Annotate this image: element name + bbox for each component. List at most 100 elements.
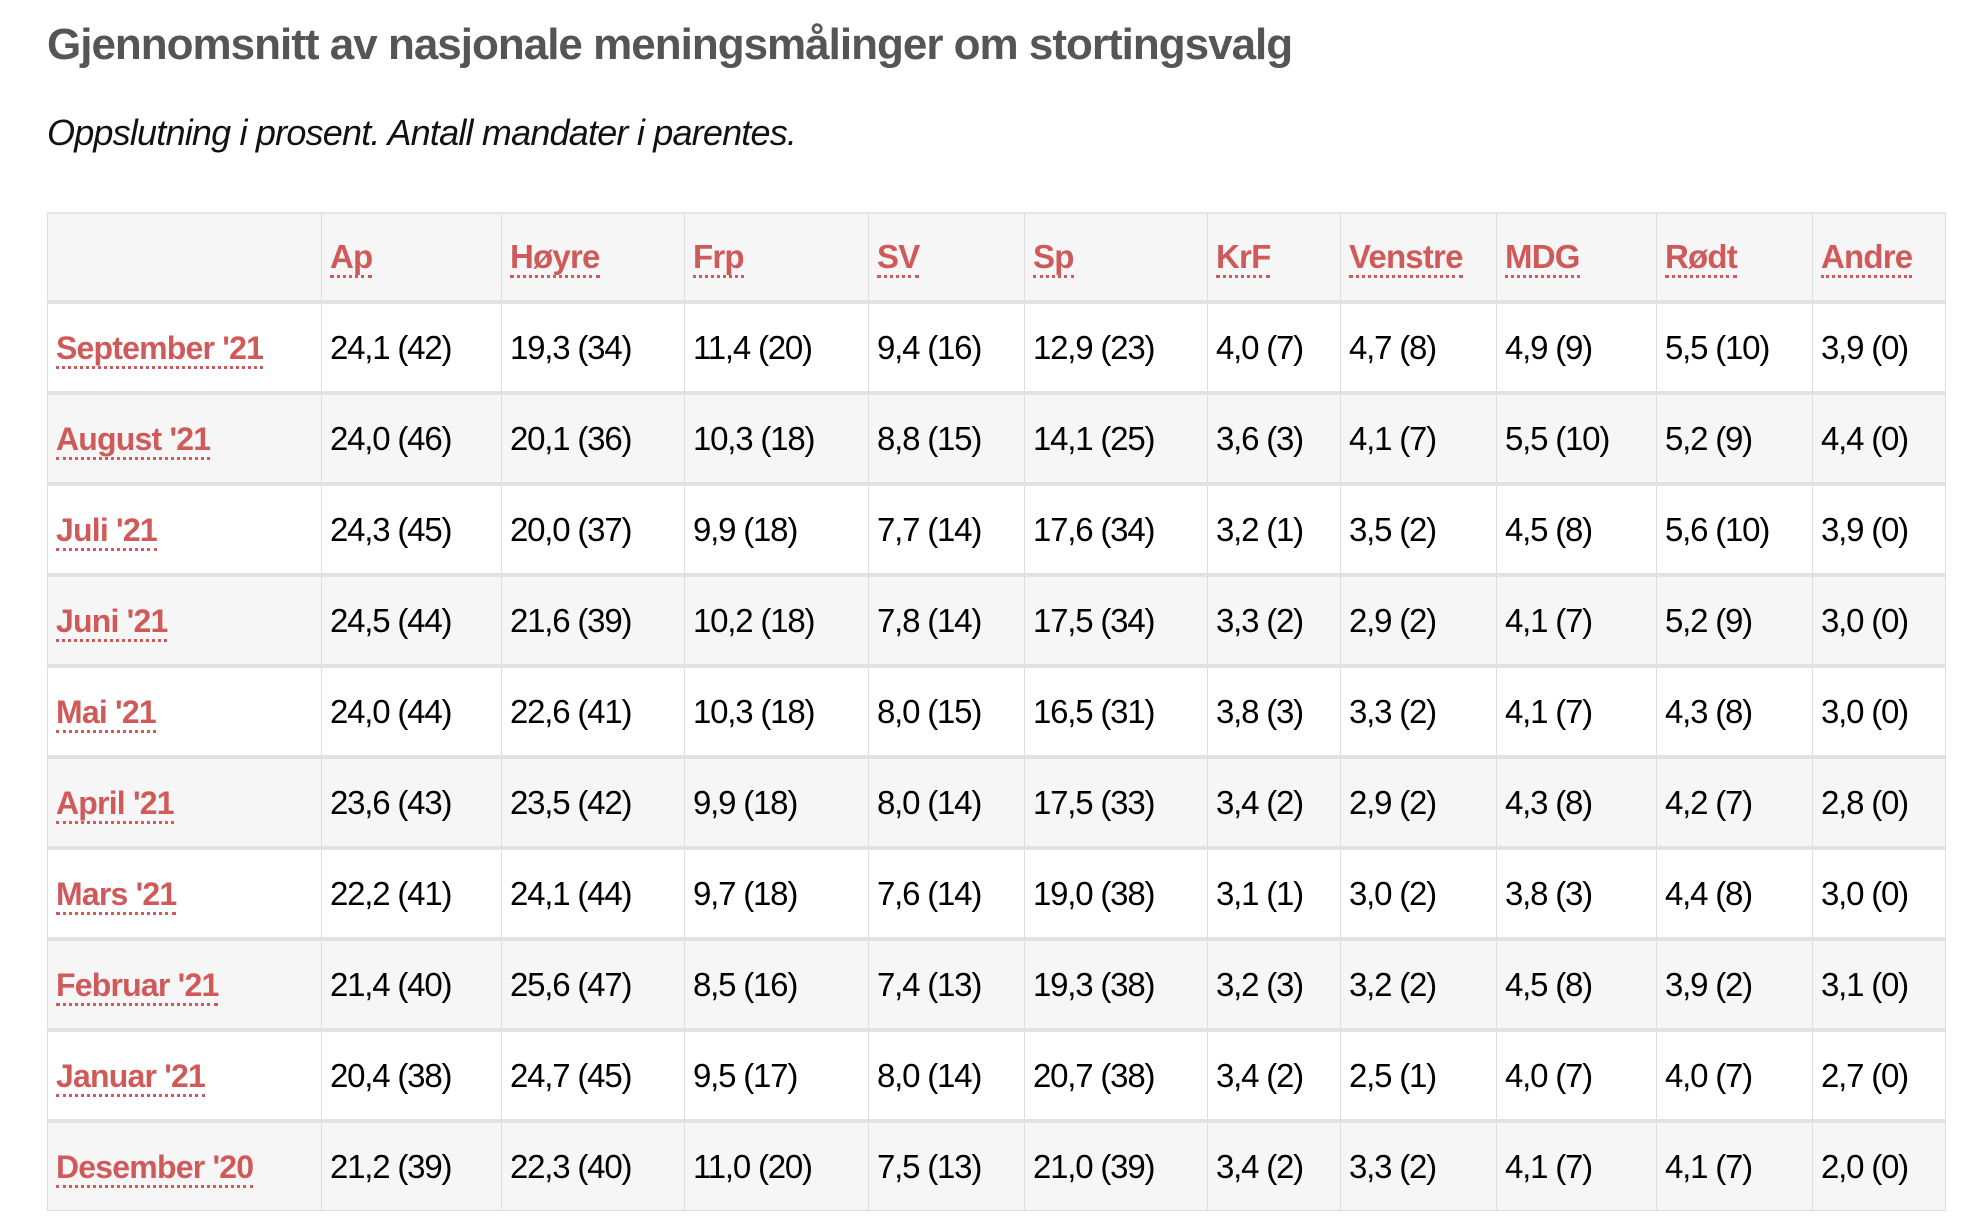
month-link[interactable]: Juni '21 [56, 602, 168, 642]
value-cell: 2,9 (2) [1340, 755, 1497, 849]
value-cell: 4,1 (7) [1656, 1119, 1813, 1211]
value-cell: 3,9 (0) [1812, 482, 1946, 576]
value-cell: 3,2 (1) [1207, 482, 1341, 576]
month-link[interactable]: Mai '21 [56, 693, 157, 733]
month-link[interactable]: September '21 [56, 329, 264, 369]
party-link[interactable]: Venstre [1349, 238, 1463, 278]
value-cell: 24,1 (42) [321, 300, 502, 394]
value-cell: 22,6 (41) [501, 664, 685, 758]
value-cell: 2,0 (0) [1812, 1119, 1946, 1211]
value-cell: 4,0 (7) [1656, 1028, 1813, 1122]
table-row: Januar '21 20,4 (38) 24,7 (45) 9,5 (17) 8,0 … [47, 1028, 1946, 1122]
column-header: Høyre [501, 212, 685, 303]
party-link[interactable]: Andre [1821, 238, 1913, 278]
month-cell: Mai '21 [47, 664, 322, 758]
column-header: Andre [1812, 212, 1946, 303]
party-link[interactable]: Ap [330, 238, 373, 278]
month-cell: Juni '21 [47, 573, 322, 667]
value-cell: 10,3 (18) [684, 664, 869, 758]
value-cell: 20,1 (36) [501, 391, 685, 485]
value-cell: 3,8 (3) [1207, 664, 1341, 758]
month-link[interactable]: August '21 [56, 420, 211, 460]
value-cell: 9,4 (16) [868, 300, 1025, 394]
value-cell: 3,9 (0) [1812, 300, 1946, 394]
value-cell: 3,6 (3) [1207, 391, 1341, 485]
month-link[interactable]: Januar '21 [56, 1057, 206, 1097]
value-cell: 3,1 (1) [1207, 846, 1341, 940]
value-cell: 24,1 (44) [501, 846, 685, 940]
value-cell: 3,4 (2) [1207, 1028, 1341, 1122]
party-link[interactable]: MDG [1505, 238, 1580, 278]
value-cell: 4,9 (9) [1496, 300, 1657, 394]
value-cell: 7,6 (14) [868, 846, 1025, 940]
table-row: April '21 23,6 (43) 23,5 (42) 9,9 (18) 8,0 (… [47, 755, 1946, 849]
value-cell: 25,6 (47) [501, 937, 685, 1031]
table-row: September '21 24,1 (42) 19,3 (34) 11,4 (20)… [47, 300, 1946, 394]
value-cell: 4,3 (8) [1496, 755, 1657, 849]
value-cell: 3,3 (2) [1207, 573, 1341, 667]
value-cell: 20,0 (37) [501, 482, 685, 576]
party-link[interactable]: Frp [693, 238, 745, 278]
value-cell: 11,0 (20) [684, 1119, 869, 1211]
value-cell: 10,2 (18) [684, 573, 869, 667]
month-link[interactable]: Februar '21 [56, 966, 219, 1006]
value-cell: 4,0 (7) [1496, 1028, 1657, 1122]
month-link[interactable]: Juli '21 [56, 511, 158, 551]
month-cell: Mars '21 [47, 846, 322, 940]
month-cell: April '21 [47, 755, 322, 849]
value-cell: 8,5 (16) [684, 937, 869, 1031]
value-cell: 24,7 (45) [501, 1028, 685, 1122]
party-link[interactable]: Rødt [1665, 238, 1738, 278]
value-cell: 17,6 (34) [1024, 482, 1208, 576]
value-cell: 5,6 (10) [1656, 482, 1813, 576]
value-cell: 4,0 (7) [1207, 300, 1341, 394]
table-row: August '21 24,0 (46) 20,1 (36) 10,3 (18) 8,8… [47, 391, 1946, 485]
month-link[interactable]: Mars '21 [56, 875, 177, 915]
value-cell: 3,5 (2) [1340, 482, 1497, 576]
month-cell: Februar '21 [47, 937, 322, 1031]
value-cell: 8,0 (15) [868, 664, 1025, 758]
column-header: Rødt [1656, 212, 1813, 303]
value-cell: 4,5 (8) [1496, 482, 1657, 576]
column-header: Sp [1024, 212, 1208, 303]
value-cell: 16,5 (31) [1024, 664, 1208, 758]
value-cell: 3,0 (2) [1340, 846, 1497, 940]
month-link[interactable]: April '21 [56, 784, 175, 824]
party-link[interactable]: KrF [1216, 238, 1271, 278]
value-cell: 4,4 (8) [1656, 846, 1813, 940]
value-cell: 8,8 (15) [868, 391, 1025, 485]
value-cell: 14,1 (25) [1024, 391, 1208, 485]
header-row: Ap Høyre Frp SV Sp KrF Venstre MDG Rødt Andre [47, 212, 1946, 303]
value-cell: 7,4 (13) [868, 937, 1025, 1031]
table-row: Juni '21 24,5 (44) 21,6 (39) 10,2 (18) 7,8 (… [47, 573, 1946, 667]
value-cell: 9,9 (18) [684, 755, 869, 849]
value-cell: 3,0 (0) [1812, 573, 1946, 667]
value-cell: 4,1 (7) [1496, 1119, 1657, 1211]
month-cell: August '21 [47, 391, 322, 485]
value-cell: 19,3 (38) [1024, 937, 1208, 1031]
poll-table: Ap Høyre Frp SV Sp KrF Venstre MDG Rødt Andre Sep… [47, 212, 1946, 1211]
party-link[interactable]: SV [877, 238, 920, 278]
value-cell: 4,1 (7) [1340, 391, 1497, 485]
month-cell: Januar '21 [47, 1028, 322, 1122]
value-cell: 20,7 (38) [1024, 1028, 1208, 1122]
value-cell: 9,9 (18) [684, 482, 869, 576]
value-cell: 11,4 (20) [684, 300, 869, 394]
value-cell: 20,4 (38) [321, 1028, 502, 1122]
party-link[interactable]: Høyre [510, 238, 600, 278]
month-link[interactable]: Desember '20 [56, 1148, 254, 1188]
value-cell: 4,2 (7) [1656, 755, 1813, 849]
value-cell: 10,3 (18) [684, 391, 869, 485]
value-cell: 5,5 (10) [1496, 391, 1657, 485]
value-cell: 21,0 (39) [1024, 1119, 1208, 1211]
value-cell: 12,9 (23) [1024, 300, 1208, 394]
value-cell: 21,2 (39) [321, 1119, 502, 1211]
value-cell: 4,5 (8) [1496, 937, 1657, 1031]
table-row: Mai '21 24,0 (44) 22,6 (41) 10,3 (18) 8,0 (1… [47, 664, 1946, 758]
value-cell: 3,1 (0) [1812, 937, 1946, 1031]
value-cell: 24,3 (45) [321, 482, 502, 576]
value-cell: 24,0 (46) [321, 391, 502, 485]
party-link[interactable]: Sp [1033, 238, 1074, 278]
value-cell: 5,2 (9) [1656, 391, 1813, 485]
value-cell: 2,9 (2) [1340, 573, 1497, 667]
